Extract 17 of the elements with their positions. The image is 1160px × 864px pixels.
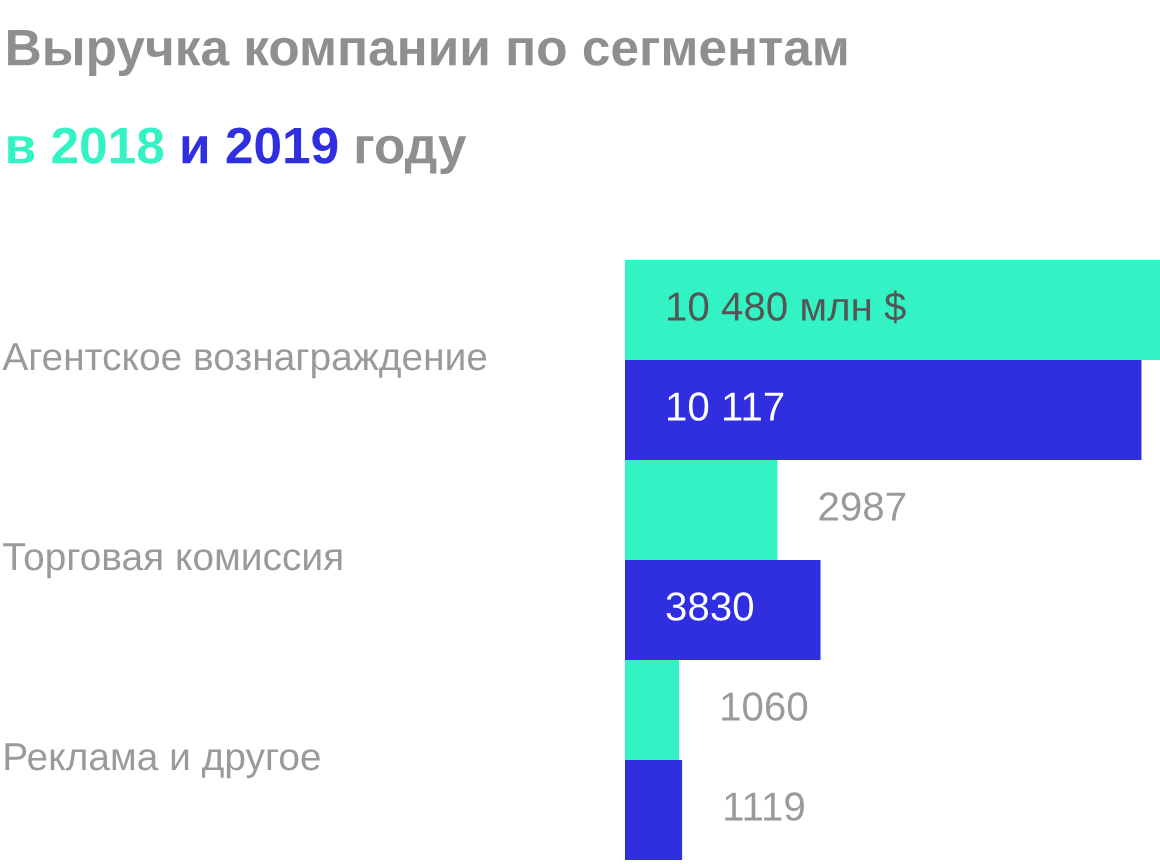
y-tick-label: Торговая комиссия [3,543,342,579]
chart-title: Выручка компании по сегментам [8,29,847,76]
bar [625,760,683,860]
chart-subtitle: в 2018 и 2019 году [8,127,467,174]
data-label: 1119 [725,792,804,821]
data-label: 3830 [666,592,754,621]
data-label: 10 480 млн $ [668,290,906,324]
bar [625,460,778,560]
y-tick-label: Агентское вознаграждение [2,343,487,379]
bar [625,660,680,760]
data-label: 2987 [819,492,906,521]
bar [625,360,1142,460]
bar [625,560,821,660]
data-label: 1060 [722,692,808,721]
bar [625,260,1160,360]
y-tick-label: Реклама и другое [5,743,320,779]
data-label: 10 117 [668,392,784,421]
